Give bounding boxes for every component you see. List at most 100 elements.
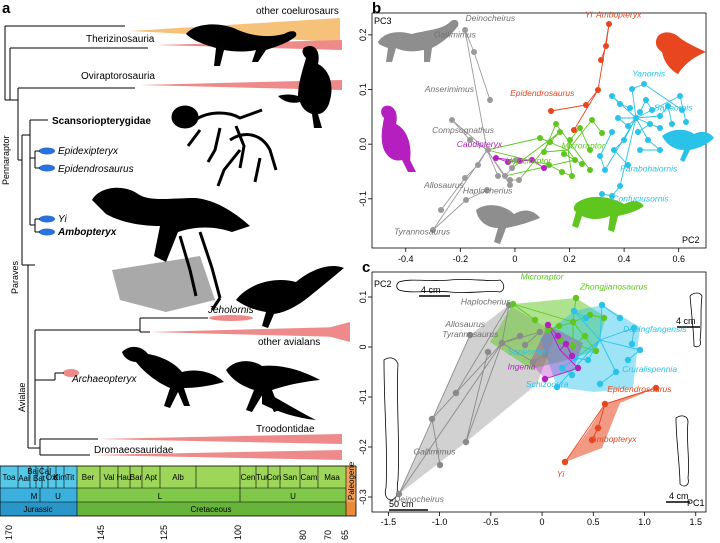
- b-point-gray: [495, 173, 501, 179]
- b-edge-gray: [451, 119, 488, 151]
- c-point-cyan: [636, 346, 644, 354]
- c-edge-gray: [501, 304, 510, 344]
- age-tick-125: 125: [159, 525, 169, 540]
- c-ytick-label: -0.3: [358, 489, 368, 505]
- b-point-gray: [449, 117, 455, 123]
- archaeopteryx-range: [63, 369, 79, 377]
- archaeopteryx-label: Archaeopteryx: [71, 374, 137, 385]
- epidexipteryx-skeleton: [171, 105, 263, 169]
- epidendrosaurus-label: Epidendrosaurus: [58, 164, 134, 175]
- therizinosauria-label: Therizinosauria: [86, 34, 155, 45]
- c-ytick-label: 0: [358, 344, 368, 349]
- therizinosaur-silhouette: [186, 24, 297, 66]
- dromaeosauridae-label: Dromaeosauridae: [94, 445, 174, 456]
- scale-bars: [389, 295, 700, 511]
- c-point-red: [652, 384, 660, 392]
- panel-b-labels: Deinocheirus Gallimimus Anserimimus Compsog…: [394, 9, 693, 236]
- stage-hau: Hau: [117, 473, 132, 482]
- c-point-gray: [536, 328, 544, 336]
- oviraptor-silhouette: [278, 46, 332, 128]
- b-point-gray: [471, 49, 477, 55]
- panel-a-label: a: [2, 0, 11, 17]
- magenta-hull: [530, 325, 583, 379]
- b-point-green: [537, 135, 543, 141]
- paraves-node-label: Paraves: [10, 260, 20, 294]
- b-point-cyan: [615, 115, 621, 121]
- b-edge-gray: [464, 29, 475, 53]
- b-point-green: [553, 121, 559, 127]
- c-label-zhongjianosaurus: Zhongjianosaurus: [579, 282, 648, 292]
- scansoriopterygidae-label: Scansoriopterygidae: [52, 116, 151, 127]
- b-point-cyan: [609, 93, 615, 99]
- b-point-gray: [507, 182, 513, 188]
- b-edge-link: [486, 149, 550, 166]
- b-edge-cyan: [635, 117, 649, 141]
- jeholornis-silhouette: [236, 265, 344, 328]
- panel-b-frame: [371, 12, 707, 249]
- c-edge-gray: [431, 418, 441, 466]
- b-label-compsognathus: Compsognathus: [432, 125, 495, 135]
- b-xtick-label: 0: [512, 254, 517, 264]
- b-label-anserimimus: Anserimimus: [424, 84, 475, 94]
- c-edge-cyan: [599, 327, 635, 341]
- c-point-cyan: [570, 307, 578, 315]
- b-point-green: [589, 117, 595, 123]
- stage-cal: Cal: [39, 467, 51, 476]
- c-point-cyan: [558, 364, 566, 372]
- c-point-magenta: [544, 321, 552, 329]
- c-label-ambopteryx: Ambopteryx: [590, 434, 637, 444]
- c-point-green: [569, 342, 577, 350]
- coelurosaurs-label: other coelurosaurs: [256, 6, 339, 17]
- panel-c-edges: [398, 297, 657, 495]
- b-point-green: [546, 162, 552, 168]
- panel-c-points: [395, 294, 660, 498]
- b-xtick-label: 0.6: [672, 254, 685, 264]
- b-ytick-label: 0.0: [358, 138, 368, 151]
- c-edge-red: [597, 403, 606, 429]
- b-point-gray: [475, 162, 481, 168]
- epoch-1: U: [55, 492, 61, 501]
- c-point-cyan: [568, 371, 576, 379]
- b-point-cyan: [597, 153, 603, 159]
- b-edge-green: [567, 149, 573, 177]
- c-edge-gray: [465, 351, 489, 443]
- b-point-green: [547, 139, 553, 145]
- c-edge-gray: [501, 342, 534, 363]
- b-point-green: [559, 169, 565, 175]
- b-point-cyan: [657, 125, 663, 131]
- b-edge-cyan: [599, 131, 613, 157]
- b-edge-cyan: [635, 115, 661, 119]
- c-edge-gray: [455, 304, 510, 394]
- b-edge-green: [579, 127, 591, 151]
- c-point-cyan: [628, 340, 636, 348]
- b-label-allosaurus: Allosaurus: [423, 180, 464, 190]
- avialae-node-label: Avialae: [17, 383, 27, 412]
- period-jurassic: Jurassic: [23, 505, 52, 514]
- b-point-cyan: [665, 103, 671, 109]
- b-point-gray: [430, 227, 436, 233]
- c-point-green: [509, 300, 517, 308]
- b-point-red: [571, 127, 577, 133]
- stage-bat: Bat: [33, 474, 46, 483]
- b-xtick-label: 0.4: [618, 254, 631, 264]
- avialans-range: [150, 327, 342, 337]
- b-edge-green: [543, 149, 569, 153]
- b-point-gray: [467, 137, 473, 143]
- c-label-epidendrosaurus: Epidendrosaurus: [607, 384, 672, 394]
- c-point-cyan: [596, 380, 604, 388]
- b-point-cyan: [627, 105, 633, 111]
- c-point-cyan: [624, 356, 632, 364]
- geologic-timescale: [0, 465, 357, 517]
- c-point-red: [594, 424, 602, 432]
- stage-maa: Maa: [324, 473, 340, 482]
- c-edge-cyan: [556, 339, 601, 388]
- panel-b-ticks: -0.4 -0.2 0 0.2 0.4 0.6 0.2 0.1 0.0 -0.1: [358, 29, 685, 264]
- stage-san: San: [283, 473, 297, 482]
- scale-bar-label-1: 4 cm: [421, 285, 441, 295]
- c-point-gray: [395, 490, 403, 498]
- stage-kim: Kim: [53, 473, 67, 482]
- yi-range: [39, 215, 55, 223]
- c-point-gray: [462, 438, 470, 446]
- b-label-epidendrosaurus: Epidendrosaurus: [510, 88, 575, 98]
- humerus-outline: [396, 279, 505, 293]
